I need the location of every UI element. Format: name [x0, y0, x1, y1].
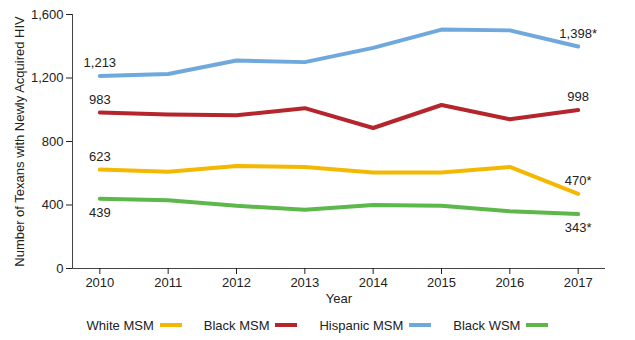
svg-text:800: 800 [42, 134, 64, 149]
svg-text:Number of Texans with Newly Ac: Number of Texans with Newly Acquired HIV [12, 16, 27, 267]
svg-text:439: 439 [89, 205, 111, 220]
svg-text:2011: 2011 [154, 275, 182, 290]
svg-text:343*: 343* [565, 220, 592, 235]
svg-text:2012: 2012 [222, 275, 251, 290]
svg-text:0: 0 [56, 261, 63, 276]
svg-text:2013: 2013 [290, 275, 319, 290]
svg-text:2014: 2014 [359, 275, 388, 290]
svg-text:470*: 470* [565, 173, 592, 188]
svg-text:Year: Year [326, 291, 353, 306]
html-text:Hispanic MSM: Hispanic MSM [319, 317, 404, 333]
svg-text:998: 998 [567, 89, 589, 104]
html-text:Black WSM: Black WSM [453, 317, 521, 333]
svg-text:1,200: 1,200 [31, 70, 64, 85]
svg-text:2015: 2015 [427, 275, 456, 290]
html-text:Black MSM: Black MSM [203, 317, 270, 333]
svg-text:400: 400 [42, 197, 64, 212]
svg-text:1,213: 1,213 [84, 55, 117, 70]
svg-text:2010: 2010 [85, 275, 114, 290]
svg-text:623: 623 [89, 149, 111, 164]
svg-text:2016: 2016 [495, 275, 524, 290]
html-text:White MSM: White MSM [86, 317, 154, 333]
svg-text:2017: 2017 [564, 275, 593, 290]
svg-text:1,398*: 1,398* [559, 26, 597, 41]
svg-text:983: 983 [89, 92, 111, 107]
svg-text:1,600: 1,600 [31, 7, 64, 22]
